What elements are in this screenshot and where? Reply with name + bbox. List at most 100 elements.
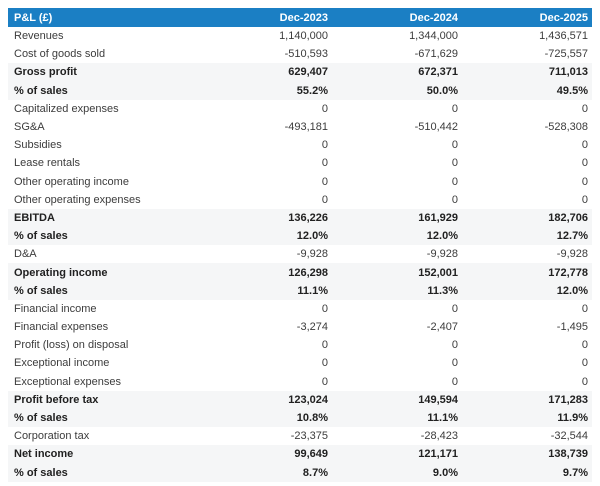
table-row: Corporation tax -23,375 -28,423 -32,544 [8, 427, 592, 446]
row-label: Profit (loss) on disposal [8, 336, 202, 355]
row-value: 0 [332, 299, 462, 318]
row-value: 121,171 [332, 445, 462, 464]
row-value: 9.7% [462, 463, 592, 482]
row-label: Subsidies [8, 136, 202, 155]
row-value: 0 [462, 172, 592, 191]
row-value: 11.3% [332, 281, 462, 300]
table-row: % of sales 8.7% 9.0% 9.7% [8, 463, 592, 482]
table-row: Exceptional income 0 0 0 [8, 354, 592, 373]
column-header: Dec-2024 [332, 8, 462, 27]
row-value: 12.0% [202, 227, 332, 246]
row-value: -671,629 [332, 45, 462, 64]
row-value: 126,298 [202, 263, 332, 282]
table-row: Cost of goods sold -510,593 -671,629 -725,5… [8, 45, 592, 64]
table-row: Net income 99,649 121,171 138,739 [8, 445, 592, 464]
pnl-table-header: P&L (£) Dec-2023 Dec-2024 Dec-2025 [8, 8, 592, 27]
row-label: % of sales [8, 463, 202, 482]
row-label: Gross profit [8, 63, 202, 82]
row-label: Other operating expenses [8, 190, 202, 209]
row-value: 0 [332, 172, 462, 191]
table-row: SG&A -493,181 -510,442 -528,308 [8, 117, 592, 137]
row-value: 0 [202, 172, 332, 191]
row-value: -528,308 [462, 117, 592, 137]
row-value: 152,001 [332, 263, 462, 282]
row-value: 0 [462, 354, 592, 373]
table-row: Capitalized expenses 0 0 0 [8, 99, 592, 118]
row-value: 1,140,000 [202, 27, 332, 46]
row-value: 0 [332, 136, 462, 155]
row-value: 12.7% [462, 227, 592, 246]
row-value: 0 [202, 336, 332, 355]
row-value: 0 [332, 372, 462, 391]
row-label: Cost of goods sold [8, 45, 202, 64]
row-value: -510,442 [332, 117, 462, 137]
row-value: 0 [332, 99, 462, 118]
table-row: % of sales 12.0% 12.0% 12.7% [8, 227, 592, 246]
row-value: -493,181 [202, 117, 332, 137]
row-value: -1,495 [462, 318, 592, 337]
row-value: 1,344,000 [332, 27, 462, 46]
row-label: Exceptional income [8, 354, 202, 373]
row-label: D&A [8, 245, 202, 264]
row-value: 12.0% [332, 227, 462, 246]
row-label: % of sales [8, 227, 202, 246]
row-value: 0 [202, 354, 332, 373]
row-label: Profit before tax [8, 390, 202, 409]
row-label: Net income [8, 445, 202, 464]
header-row: P&L (£) Dec-2023 Dec-2024 Dec-2025 [8, 8, 592, 27]
row-value: -9,928 [332, 245, 462, 264]
row-value: 0 [202, 154, 332, 173]
row-value: 629,407 [202, 63, 332, 82]
table-row: Profit (loss) on disposal 0 0 0 [8, 336, 592, 355]
row-value: 0 [202, 190, 332, 209]
row-value: 55.2% [202, 81, 332, 100]
row-label: % of sales [8, 408, 202, 428]
table-row: Subsidies 0 0 0 [8, 136, 592, 155]
row-value: 0 [462, 154, 592, 173]
row-label: Other operating income [8, 172, 202, 191]
row-value: 11.9% [462, 408, 592, 428]
row-value: 0 [202, 299, 332, 318]
row-value: 9.0% [332, 463, 462, 482]
row-value: -23,375 [202, 427, 332, 446]
row-value: 172,778 [462, 263, 592, 282]
row-value: -32,544 [462, 427, 592, 446]
row-value: 161,929 [332, 208, 462, 228]
table-title-cell: P&L (£) [8, 8, 202, 27]
table-row: Lease rentals 0 0 0 [8, 154, 592, 173]
column-header: Dec-2023 [202, 8, 332, 27]
row-value: 0 [202, 136, 332, 155]
row-value: 10.8% [202, 408, 332, 428]
table-row: Financial income 0 0 0 [8, 299, 592, 318]
row-label: EBITDA [8, 208, 202, 228]
row-value: 0 [332, 154, 462, 173]
row-value: 149,594 [332, 390, 462, 409]
row-value: -9,928 [462, 245, 592, 264]
row-value: 12.0% [462, 281, 592, 300]
row-label: Capitalized expenses [8, 99, 202, 118]
row-value: 0 [332, 354, 462, 373]
row-value: 0 [462, 190, 592, 209]
row-value: 50.0% [332, 81, 462, 100]
row-value: 11.1% [202, 281, 332, 300]
row-value: 8.7% [202, 463, 332, 482]
table-row: Revenues 1,140,000 1,344,000 1,436,571 [8, 27, 592, 46]
row-label: Operating income [8, 263, 202, 282]
row-value: 11.1% [332, 408, 462, 428]
row-value: 99,649 [202, 445, 332, 464]
row-value: 0 [202, 372, 332, 391]
row-value: 123,024 [202, 390, 332, 409]
row-value: 0 [332, 336, 462, 355]
row-value: 0 [462, 336, 592, 355]
row-value: 0 [462, 136, 592, 155]
pnl-table-body: Revenues 1,140,000 1,344,000 1,436,571 Cost … [8, 27, 592, 482]
row-value: 0 [332, 190, 462, 209]
row-label: % of sales [8, 281, 202, 300]
row-value: 138,739 [462, 445, 592, 464]
table-row: % of sales 11.1% 11.3% 12.0% [8, 281, 592, 300]
row-value: -725,557 [462, 45, 592, 64]
row-value: 0 [462, 372, 592, 391]
table-row: Profit before tax 123,024 149,594 171,283 [8, 390, 592, 409]
table-row: Exceptional expenses 0 0 0 [8, 372, 592, 391]
